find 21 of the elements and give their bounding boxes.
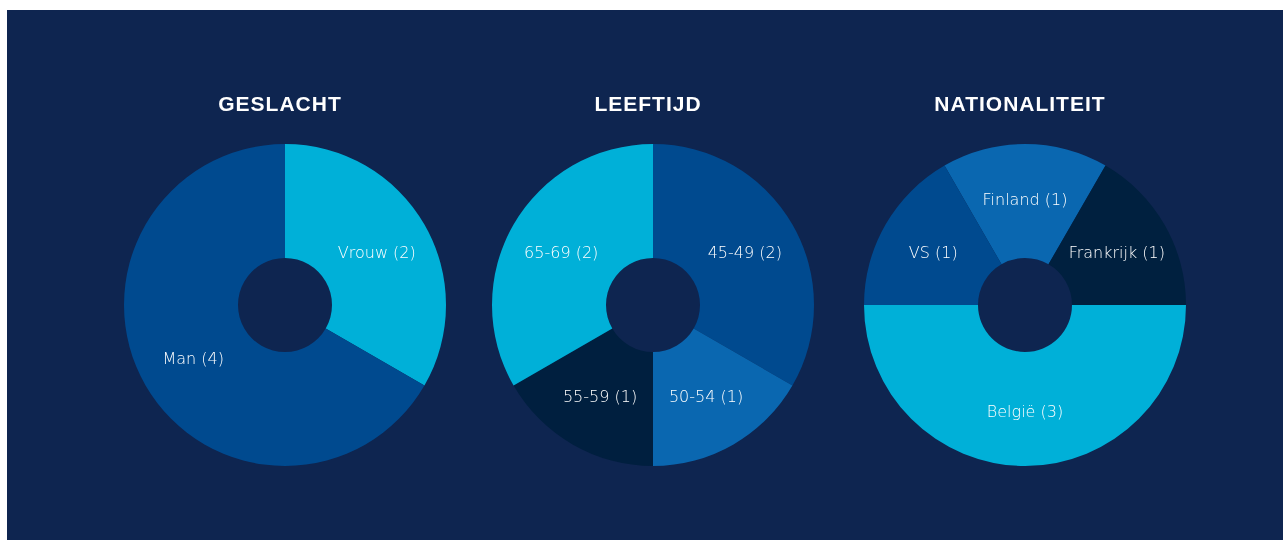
donut-slice xyxy=(513,328,653,466)
donut-slice xyxy=(285,144,446,386)
chart-title: GESLACHT xyxy=(217,92,343,116)
donut-slice xyxy=(653,328,793,466)
donut-slice xyxy=(1048,165,1186,305)
slice-label: 50-54 (1) xyxy=(668,387,744,407)
donut-slice xyxy=(653,144,814,386)
slice-label: Man (4) xyxy=(162,348,224,368)
chart-title: LEEFTIJD xyxy=(593,92,703,116)
slice-label: Finland (1) xyxy=(982,189,1068,209)
donut-slice xyxy=(124,144,425,466)
donut-slice xyxy=(492,144,653,386)
slice-label: VS (1) xyxy=(908,242,958,262)
donut-slice xyxy=(864,305,1186,466)
chart-title: NATIONALITEIT xyxy=(933,92,1107,116)
slice-label: 55-59 (1) xyxy=(562,387,638,407)
slice-label: 45-49 (2) xyxy=(707,242,782,262)
slice-label: Frankrijk (1) xyxy=(1068,242,1165,262)
slice-label: 65-69 (2) xyxy=(524,242,599,262)
slice-label: België (3) xyxy=(986,401,1064,421)
slice-label: Vrouw (2) xyxy=(337,242,416,262)
